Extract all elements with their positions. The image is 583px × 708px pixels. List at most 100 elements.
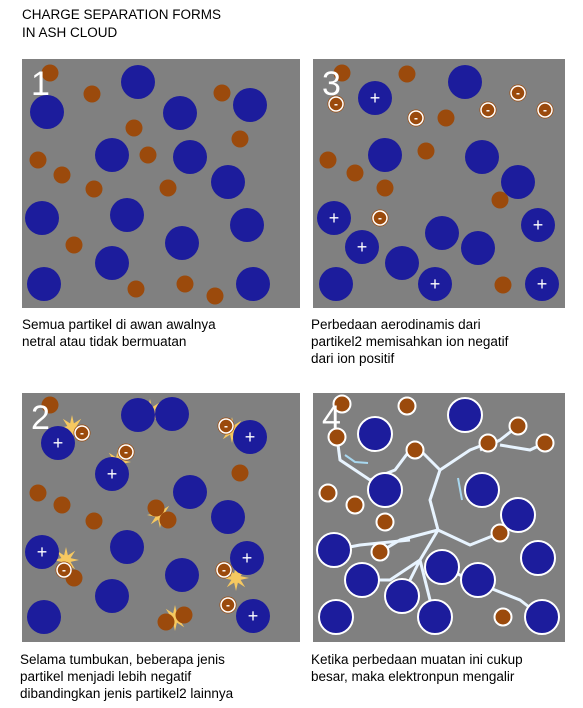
positive-particle	[165, 558, 199, 592]
plus-sign: +	[107, 464, 118, 484]
negative-ring	[328, 96, 344, 112]
minus-sign: -	[124, 445, 128, 459]
negative-particle	[175, 606, 193, 624]
positive-particle	[417, 599, 453, 635]
positive-particle	[501, 165, 535, 199]
negative-particle	[85, 512, 103, 530]
negative-particle	[478, 433, 498, 453]
positive-particle	[30, 95, 64, 129]
positive-particle	[424, 549, 460, 585]
lightning-arrow	[344, 454, 369, 464]
caption-line: Perbedaan aerodinamis dari	[311, 317, 481, 332]
negative-particle	[345, 495, 365, 515]
negative-particle	[231, 130, 249, 148]
positive-particle	[358, 81, 392, 115]
positive-particle	[447, 397, 483, 433]
title-line: IN ASH CLOUD	[22, 25, 118, 40]
positive-particle	[236, 599, 270, 633]
negative-ring	[74, 425, 90, 441]
negative-particle	[217, 417, 235, 435]
positive-particle	[95, 457, 129, 491]
negative-ring	[216, 562, 232, 578]
minus-sign: -	[80, 426, 84, 440]
caption-line: partikel menjadi lebih negatif	[20, 669, 192, 684]
negative-particle	[159, 179, 177, 197]
plus-sign: +	[357, 237, 368, 257]
positive-particle	[500, 497, 536, 533]
negative-particle	[405, 440, 425, 460]
positive-particle	[27, 267, 61, 301]
positive-particle	[155, 397, 189, 431]
negative-particle	[333, 64, 351, 82]
negative-particle	[536, 101, 554, 119]
positive-particle	[385, 246, 419, 280]
positive-particle	[367, 472, 403, 508]
positive-particle	[27, 600, 61, 634]
positive-particle	[233, 88, 267, 122]
negative-particle	[157, 613, 175, 631]
lightning	[437, 528, 501, 547]
negative-particle	[535, 433, 555, 453]
positive-particle	[345, 230, 379, 264]
negative-particle	[29, 151, 47, 169]
negative-ring	[218, 418, 234, 434]
caption-line: Ketika perbedaan muatan ini cukup	[311, 652, 523, 667]
minus-sign: -	[62, 563, 66, 577]
plus-sign: +	[533, 215, 544, 235]
negative-particle	[29, 484, 47, 502]
minus-sign: -	[222, 563, 226, 577]
lightning-arrow	[457, 477, 463, 501]
positive-particle	[173, 140, 207, 174]
plus-sign: +	[370, 88, 381, 108]
minus-sign: -	[414, 111, 418, 125]
negative-particle	[332, 394, 352, 414]
caption-line: dari ion positif	[311, 351, 395, 366]
positive-particle	[165, 226, 199, 260]
negative-particle	[85, 180, 103, 198]
negative-particle	[397, 396, 417, 416]
plus-sign: +	[248, 606, 259, 626]
positive-particle	[461, 231, 495, 265]
negative-particle	[83, 85, 101, 103]
minus-sign: -	[224, 419, 228, 433]
positive-particle	[464, 472, 500, 508]
plus-sign: +	[245, 427, 256, 447]
negative-particle	[215, 561, 233, 579]
positive-particle	[41, 426, 75, 460]
negative-particle	[493, 607, 513, 627]
positive-particle	[230, 208, 264, 242]
negative-ring	[510, 85, 526, 101]
positive-particle	[318, 599, 354, 635]
positive-particle	[211, 165, 245, 199]
negative-particle	[139, 146, 157, 164]
negative-particle	[176, 275, 194, 293]
negative-particle	[370, 542, 390, 562]
positive-particle	[121, 398, 155, 432]
plus-sign: +	[37, 542, 48, 562]
negative-particle	[147, 499, 165, 517]
negative-particle	[55, 561, 73, 579]
positive-particle	[110, 530, 144, 564]
caption-line: netral atau tidak bermuatan	[22, 334, 187, 349]
minus-sign: -	[334, 97, 338, 111]
positive-particle	[384, 578, 420, 614]
positive-particle	[236, 267, 270, 301]
panel-number: 2	[31, 399, 50, 437]
positive-particle	[425, 216, 459, 250]
negative-particle	[206, 287, 224, 305]
caption: Selama tumbukan, beberapa jenis partikel …	[20, 651, 233, 702]
positive-particle	[25, 535, 59, 569]
positive-particle	[319, 267, 353, 301]
caption: Perbedaan aerodinamis dari partikel2 memi…	[311, 316, 508, 367]
positive-particle	[163, 96, 197, 130]
negative-particle	[41, 64, 59, 82]
positive-particle	[520, 540, 556, 576]
caption-line: besar, maka elektronpun mengalir	[311, 669, 515, 684]
negative-particle	[53, 496, 71, 514]
panel-number: 3	[322, 65, 341, 103]
negative-ring	[220, 597, 236, 613]
positive-particle	[357, 416, 393, 452]
negative-particle	[407, 109, 425, 127]
negative-particle	[219, 596, 237, 614]
